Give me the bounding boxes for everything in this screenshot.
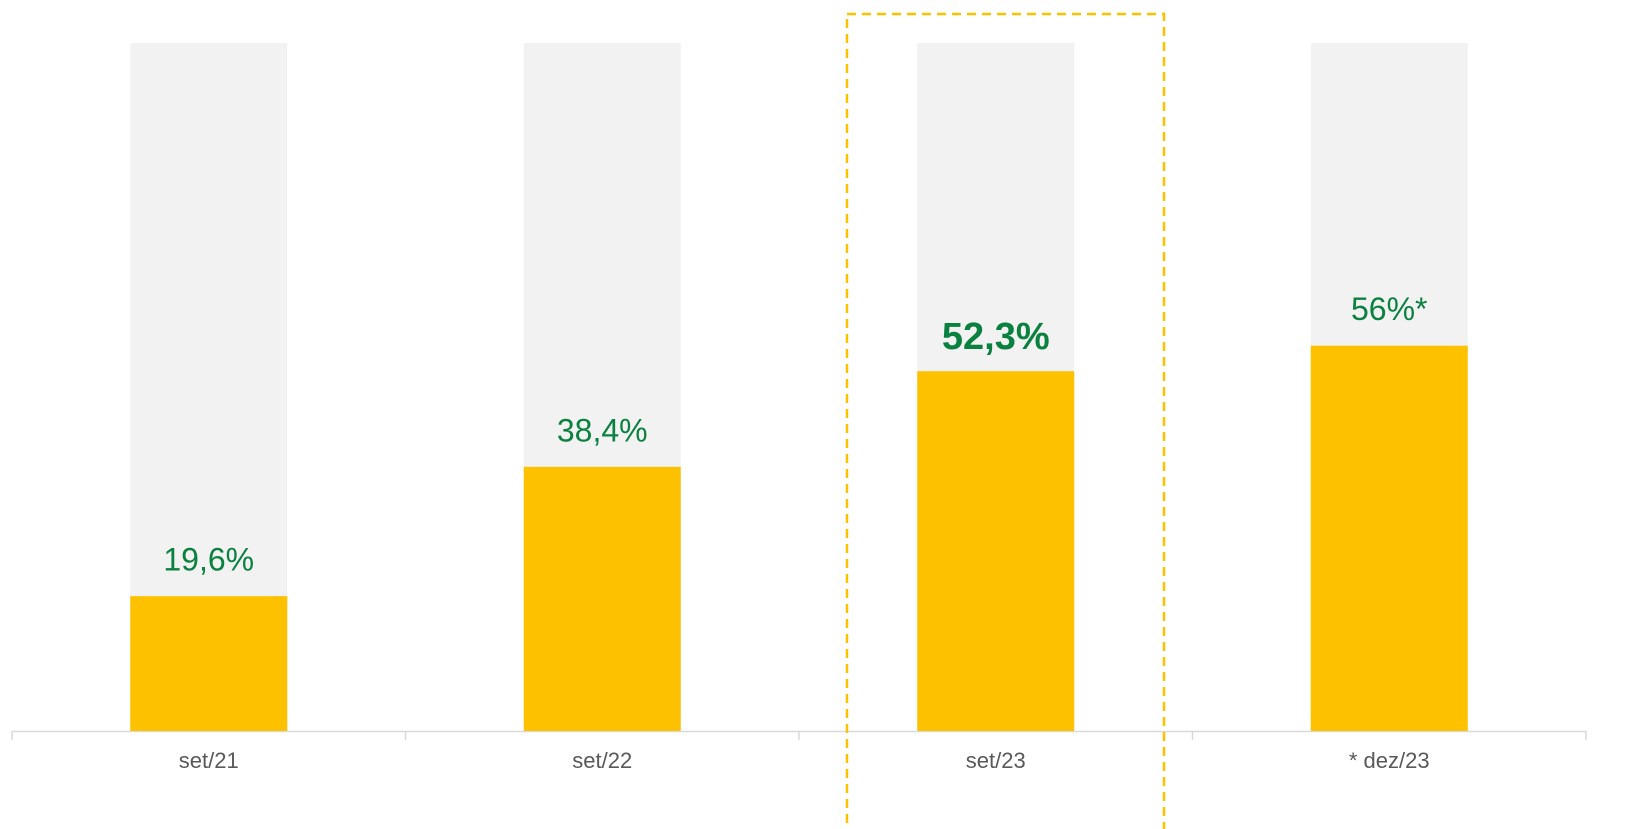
value-label: 56%* (1351, 291, 1428, 327)
bar (1310, 345, 1468, 731)
bar (130, 596, 288, 731)
value-label: 38,4% (557, 412, 648, 448)
value-label: 19,6% (163, 542, 254, 578)
x-tick-label: set/21 (179, 748, 239, 773)
bar (917, 371, 1075, 731)
x-tick-label: set/23 (966, 748, 1026, 773)
bar (523, 466, 681, 731)
value-label: 52,3% (942, 316, 1050, 358)
x-tick-label: set/22 (572, 748, 632, 773)
x-tick-label: * dez/23 (1349, 748, 1430, 773)
highlight-box (845, 12, 1166, 829)
